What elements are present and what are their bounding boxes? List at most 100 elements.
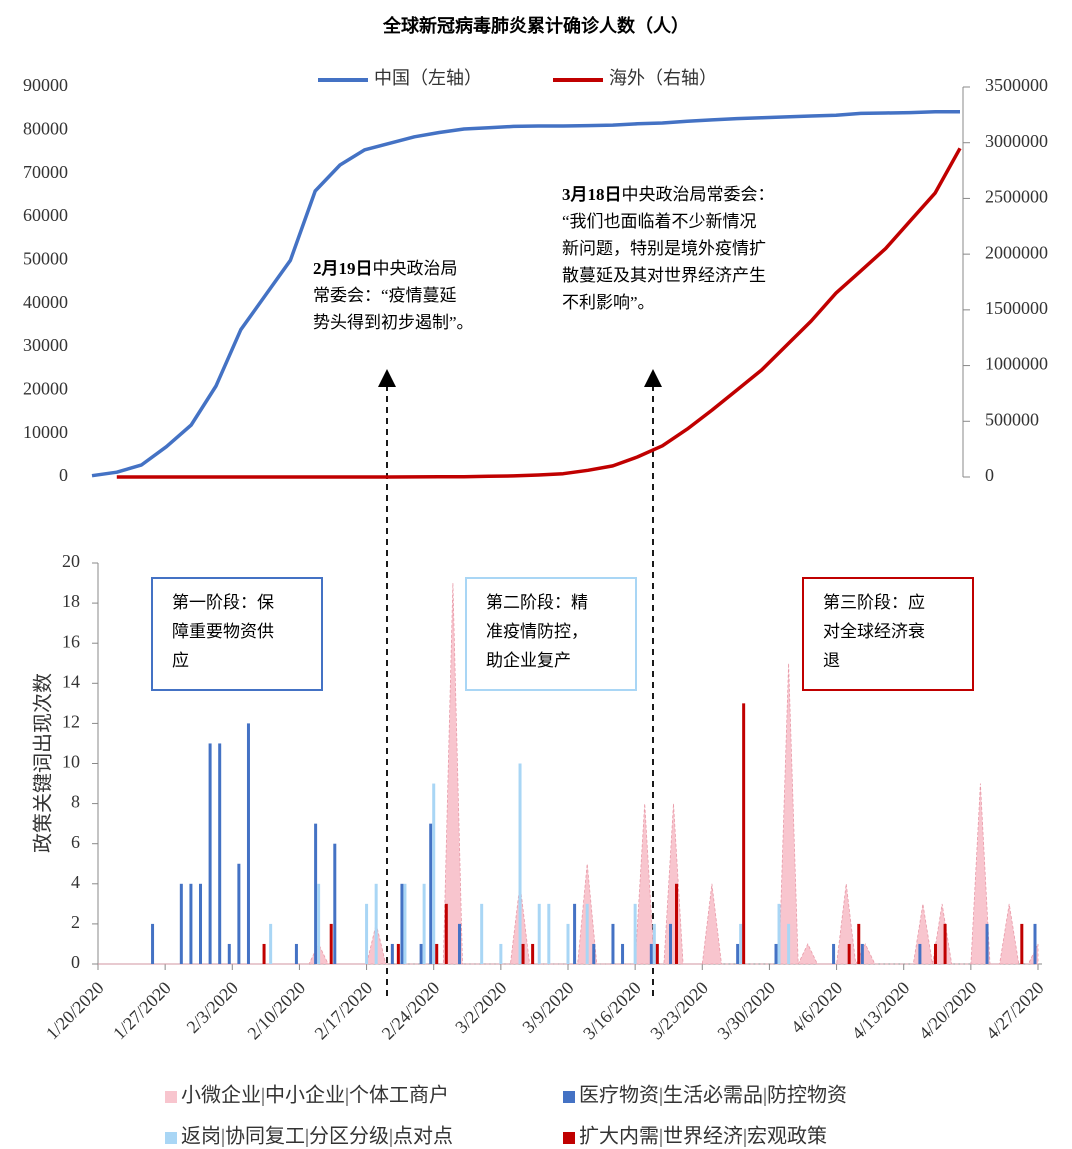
y-tick-label: 40000: [23, 292, 68, 312]
y-tick-label: 30000: [23, 335, 68, 355]
stage-text: 第三阶段：应: [823, 593, 925, 612]
bar: [655, 943, 659, 964]
x-tick-label: 4/20/2020: [915, 978, 981, 1044]
y-tick-label: 20000: [23, 378, 68, 398]
bar: [633, 903, 637, 964]
annotation-text: 不利影响”。: [562, 293, 655, 312]
bar: [365, 903, 369, 964]
y2-tick-label: 3500000: [985, 75, 1048, 95]
x-tick-label: 3/30/2020: [713, 978, 779, 1044]
x-tick-label: 2/3/2020: [183, 978, 242, 1037]
annotation-text: 新问题，特别是境外疫情扩: [562, 239, 766, 258]
bar: [777, 903, 781, 964]
bar: [246, 723, 250, 964]
y-tick-label: 0: [71, 952, 80, 972]
bar: [317, 883, 321, 964]
stage-box: [802, 577, 974, 691]
x-tick-label: 1/20/2020: [42, 978, 108, 1044]
legend-swatch: [165, 1091, 177, 1103]
bar: [592, 943, 596, 964]
bar: [611, 923, 615, 964]
y-tick-label: 18: [62, 591, 80, 611]
x-tick-label: 3/2/2020: [451, 978, 510, 1037]
y2-tick-label: 0: [985, 465, 994, 485]
bar: [403, 883, 407, 964]
annotation-text: “我们也面临着不少新情况: [562, 212, 757, 231]
y-tick-label: 10000: [23, 422, 68, 442]
y-tick-label: 0: [59, 465, 68, 485]
bar: [669, 923, 673, 964]
x-tick-label: 1/27/2020: [109, 978, 175, 1044]
y-tick-label: 50000: [23, 248, 68, 268]
bar: [739, 923, 743, 964]
x-tick-label: 3/16/2020: [579, 978, 645, 1044]
annotation-text: 势头得到初步遏制”。: [313, 313, 474, 332]
annotation-text: 常委会：“疫情蔓延: [313, 286, 457, 305]
y-axis-title: 政策关键词出现次数: [32, 673, 55, 853]
y2-tick-label: 3000000: [985, 131, 1048, 151]
bar: [518, 763, 522, 964]
bar: [531, 943, 535, 964]
bar: [199, 883, 203, 964]
bar: [227, 943, 231, 964]
bar: [189, 883, 193, 964]
legend-swatch: [563, 1132, 575, 1144]
bar: [1033, 923, 1037, 964]
legend-label: 中国（左轴）: [374, 68, 482, 88]
bar: [943, 923, 947, 964]
annotation-text: 中央政治局: [373, 259, 458, 278]
bar: [521, 943, 525, 964]
y-tick-label: 6: [71, 832, 80, 852]
bar: [422, 883, 426, 964]
bar: [573, 903, 577, 964]
bar: [566, 923, 570, 964]
bar: [774, 943, 778, 964]
bar: [457, 923, 461, 964]
y2-tick-label: 1000000: [985, 354, 1048, 374]
y2-tick-label: 2500000: [985, 187, 1048, 207]
chart-title: 全球新冠病毒肺炎累计确诊人数（人）: [382, 15, 689, 36]
bar: [480, 903, 484, 964]
y-tick-label: 70000: [23, 162, 68, 182]
bar: [396, 943, 400, 964]
x-tick-label: 3/23/2020: [646, 978, 712, 1044]
bar: [985, 923, 989, 964]
stage-text: 第二阶段：精: [486, 593, 588, 612]
bar: [374, 883, 378, 964]
series-line: [116, 147, 962, 479]
bar: [832, 943, 836, 964]
y2-tick-label: 1500000: [985, 298, 1048, 318]
stage-text: 退: [823, 651, 840, 670]
bar: [1020, 923, 1024, 964]
legend-label: 海外（右轴）: [609, 68, 717, 88]
bar: [419, 943, 423, 964]
bar: [435, 943, 439, 964]
bar: [860, 943, 864, 964]
x-tick-label: 2/10/2020: [243, 978, 309, 1044]
y-tick-label: 14: [62, 671, 80, 691]
bar: [933, 943, 937, 964]
bar: [333, 843, 337, 964]
stage-text: 助企业复产: [486, 651, 571, 670]
bar: [269, 923, 273, 964]
legend-swatch: [165, 1132, 177, 1144]
bar: [390, 943, 394, 964]
bar: [400, 883, 404, 964]
legend-label: 小微企业|中小企业|个体工商户: [181, 1084, 449, 1107]
bar: [179, 883, 183, 964]
y-tick-label: 60000: [23, 205, 68, 225]
bar: [742, 703, 746, 964]
legend-swatch: [563, 1091, 575, 1103]
bar: [429, 823, 433, 964]
bar: [547, 903, 551, 964]
bar: [262, 943, 266, 964]
bar: [857, 923, 861, 964]
y-tick-label: 10: [62, 752, 80, 772]
series-line: [91, 109, 960, 478]
bar: [675, 883, 679, 964]
annotation-text: 中央政治局常委会：: [622, 185, 775, 204]
bar: [208, 743, 212, 964]
bar: [329, 923, 333, 964]
annotation: 2月19日中央政治局: [313, 259, 458, 278]
